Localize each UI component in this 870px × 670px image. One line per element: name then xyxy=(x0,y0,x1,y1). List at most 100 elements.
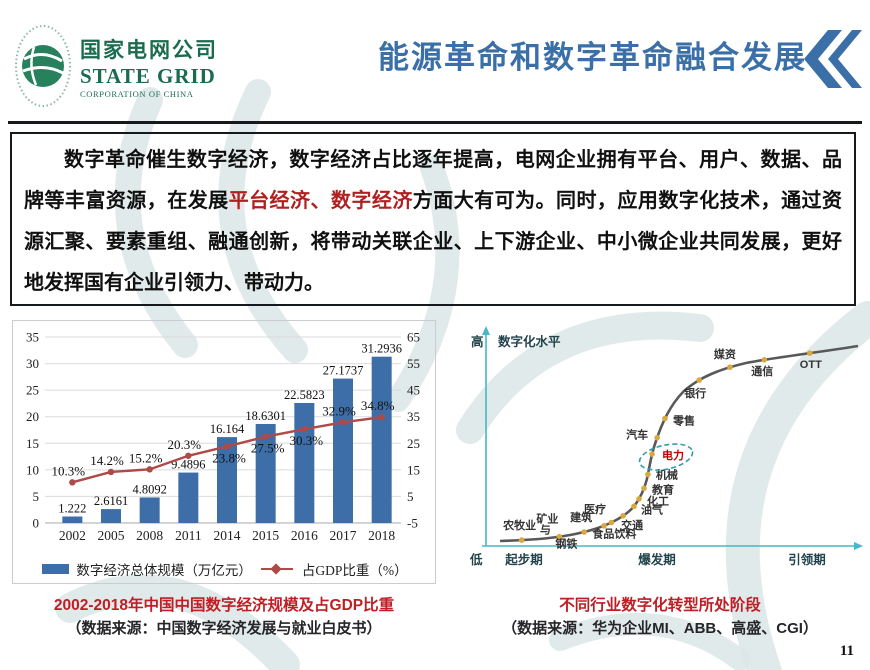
percent-label: 32.9% xyxy=(322,403,356,418)
bar-value-label: 1.222 xyxy=(58,502,86,516)
industry-dot xyxy=(727,364,733,371)
left-axis-tick-label: 10 xyxy=(26,462,39,477)
page-number: 11 xyxy=(839,643,854,659)
industry-dot xyxy=(601,523,607,529)
x-axis-arrow-icon xyxy=(854,542,863,550)
bar-value-label: 31.2936 xyxy=(361,342,402,356)
stage-label: 爆发期 xyxy=(638,552,676,567)
line-marker xyxy=(69,479,76,486)
bar-value-label: 4.8092 xyxy=(132,482,166,496)
legend-bar-label: 数字经济总体规模（万亿元） xyxy=(76,563,252,578)
right-axis-tick-label: -5 xyxy=(407,516,418,531)
industry-label: 食品饮料 xyxy=(592,527,636,541)
logo-name-cn: 国家电网公司 xyxy=(80,38,218,62)
right-axis-tick-label: 35 xyxy=(407,409,420,424)
logo-name-en: STATE GRID xyxy=(80,63,216,88)
right-axis-tick-label: 65 xyxy=(407,330,420,345)
bar-value-label: 18.6301 xyxy=(245,409,286,423)
industry-label: 媒资 xyxy=(713,347,736,361)
industry-dot xyxy=(518,537,525,543)
percent-label: 34.8% xyxy=(361,398,395,413)
industry-label: 汽车 xyxy=(626,428,648,442)
industry-label: 钢铁 xyxy=(555,537,577,551)
slide-title: 能源革命和数字革命融合发展 xyxy=(378,40,807,75)
s-curve xyxy=(499,344,859,543)
category-label: 2008 xyxy=(136,528,163,543)
y-axis-high-label: 高 xyxy=(471,334,484,349)
category-label: 2014 xyxy=(214,528,241,543)
right-axis-tick-label: 25 xyxy=(407,436,420,451)
percent-label: 27.5% xyxy=(251,441,285,456)
paragraph-part1: 数字革命催生数字经济，数字经济占比逐年提高，电网企业拥有平台、用户、数据、品牌等… xyxy=(24,149,842,212)
line-marker xyxy=(185,452,192,459)
legend-line-label: 占GDP比重（%） xyxy=(301,563,408,578)
industry-dot xyxy=(620,513,626,519)
industry-label: 机械 xyxy=(656,467,678,481)
industry-label: 银行 xyxy=(684,386,706,400)
industry-label: 零售 xyxy=(672,414,695,428)
category-label: 2017 xyxy=(330,528,357,543)
y-axis-title: 数字化水平 xyxy=(497,334,561,349)
bar xyxy=(294,402,315,523)
line-marker xyxy=(223,443,231,450)
industry-dot xyxy=(649,451,655,457)
industry-label: 通信 xyxy=(751,364,773,378)
category-label: 2002 xyxy=(59,528,86,543)
chart-legend: 数字经济总体规模（万亿元） 占GDP比重（%） xyxy=(15,559,435,579)
paragraph-highlight: 平台经济、数字经济 xyxy=(228,190,413,212)
industry-dot xyxy=(807,350,813,356)
industry-dot xyxy=(641,485,647,492)
logo-name-sub: CORPORATION OF CHINA xyxy=(80,88,194,99)
legend-line-swatch xyxy=(260,562,293,575)
industry-label: 交通 xyxy=(621,518,643,532)
industry-label: 油气 xyxy=(641,502,663,516)
right-axis-tick-label: 5 xyxy=(407,489,414,504)
left-axis-tick-label: 30 xyxy=(26,356,39,371)
state-grid-logo: 国家电网公司 STATE GRID CORPORATION OF CHINA xyxy=(14,16,244,116)
percent-label: 20.3% xyxy=(168,437,202,452)
industry-label: 建筑 xyxy=(570,510,592,524)
summary-paragraph: 数字革命催生数字经济，数字经济占比逐年提高，电网企业拥有平台、用户、数据、品牌等… xyxy=(24,140,842,304)
bar-value-label: 16.164 xyxy=(210,422,245,436)
line-marker xyxy=(107,468,115,476)
industry-label: 电力 xyxy=(662,448,684,462)
bar-value-label: 27.1737 xyxy=(323,364,364,378)
bar xyxy=(101,509,121,523)
industry-label: 与 xyxy=(540,524,551,537)
y-axis-arrow-icon xyxy=(482,326,490,335)
left-caption-source: （数据来源：中国数字经济发展与就业白皮书） xyxy=(66,620,382,637)
industry-dot xyxy=(636,496,642,502)
category-label: 2011 xyxy=(175,528,202,543)
industry-label: 农牧业 xyxy=(502,518,536,532)
category-label: 2018 xyxy=(368,528,395,543)
industry-label: 医疗 xyxy=(584,502,606,516)
percent-label: 14.2% xyxy=(90,453,124,468)
industry-label: OTT xyxy=(800,359,822,371)
right-axis-tick-label: 15 xyxy=(407,462,420,477)
right-caption-title: 不同行业数字化转型所处阶段 xyxy=(559,597,761,614)
percent-label: 30.3% xyxy=(290,433,324,448)
right-chart-caption: 不同行业数字化转型所处阶段 （数据来源：华为企业MI、ABB、高盛、CGI） xyxy=(450,594,870,640)
industry-label: 教育 xyxy=(651,482,674,496)
bar xyxy=(217,437,237,523)
industry-label: 矿业 xyxy=(536,512,558,526)
bar xyxy=(139,497,160,523)
left-axis-tick-label: 20 xyxy=(26,409,39,424)
stage-label: 引领期 xyxy=(788,552,826,567)
industry-dot xyxy=(556,533,563,540)
bar xyxy=(178,472,199,523)
x-axis-low-label: 低 xyxy=(469,552,483,567)
bar xyxy=(333,378,353,523)
digital-economy-chart-card: 0 5 10 15 20 25 30 35 -5 5 15 25 35 45 55 65 1.222 2.6161… xyxy=(12,320,436,584)
left-chart-caption: 2002-2018年中国中国数字经济规模及占GDP比重 （数据来源：中国数字经济… xyxy=(12,594,436,640)
category-label: 2005 xyxy=(98,528,125,543)
bar-value-label: 2.6161 xyxy=(94,494,128,508)
bar xyxy=(255,423,276,523)
left-caption-title: 2002-2018年中国中国数字经济规模及占GDP比重 xyxy=(53,597,395,614)
legend-bar-swatch xyxy=(42,564,70,574)
right-caption-source: （数据来源：华为企业MI、ABB、高盛、CGI） xyxy=(502,620,818,637)
industry-dot xyxy=(761,357,768,363)
percent-label: 15.2% xyxy=(129,450,163,465)
left-axis-tick-label: 0 xyxy=(33,516,40,531)
